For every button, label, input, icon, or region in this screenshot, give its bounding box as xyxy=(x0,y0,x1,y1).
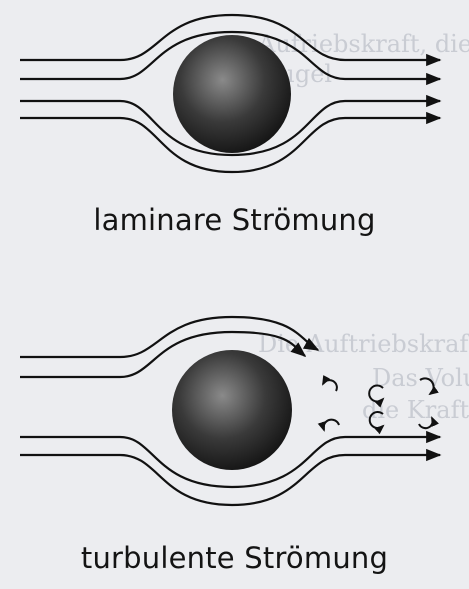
streamline xyxy=(20,448,442,507)
background-text: Aufriebskraft, die Reibung Kugel Die Auf… xyxy=(257,30,469,424)
laminar-diagram xyxy=(20,13,442,174)
turbulent-diagram xyxy=(20,315,442,507)
turbulent-caption: turbulente Strömung xyxy=(80,541,389,575)
eddy-icon xyxy=(368,384,385,408)
streamline xyxy=(20,330,307,379)
streamline xyxy=(20,30,442,86)
eddy-icon xyxy=(419,377,439,396)
bg-text-1: Aufriebskraft, die Reibung xyxy=(257,30,469,58)
eddy-icon xyxy=(368,411,385,435)
streamline xyxy=(20,430,442,489)
bg-text-5: die Kraft xyxy=(362,396,469,424)
streamline xyxy=(20,13,442,67)
sphere-icon xyxy=(172,350,292,470)
eddies xyxy=(317,375,439,435)
bg-text-3: Die Auftriebskraft entfern xyxy=(258,330,469,358)
streamline xyxy=(20,315,320,359)
turbulent-streamlines xyxy=(20,315,442,507)
streamline xyxy=(20,94,442,157)
streamline xyxy=(20,111,442,174)
sphere-icon xyxy=(173,35,291,153)
eddy-icon xyxy=(418,416,439,430)
laminar-caption: laminare Strömung xyxy=(93,203,376,237)
bg-text-4: Das Volume xyxy=(372,364,469,392)
eddy-icon xyxy=(317,418,340,432)
eddy-icon xyxy=(322,375,338,392)
laminar-streamlines xyxy=(20,13,442,174)
